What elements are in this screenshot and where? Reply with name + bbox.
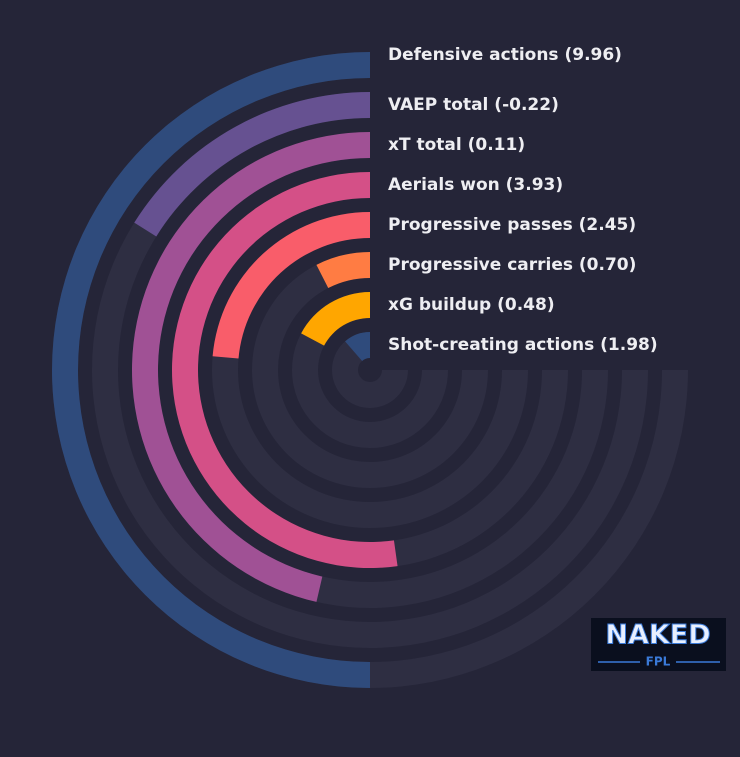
- bar-label: VAEP total (-0.22): [388, 95, 559, 115]
- bar-label: Progressive passes (2.45): [388, 215, 636, 235]
- bar: [301, 292, 370, 346]
- bar: [345, 332, 370, 361]
- bar: [171, 172, 398, 568]
- logo-title: NAKED: [605, 620, 710, 651]
- bar: [131, 132, 370, 602]
- track: [332, 332, 408, 408]
- bar-label: Shot-creating actions (1.98): [388, 335, 658, 355]
- bar-label: xT total (0.11): [388, 135, 525, 155]
- rings: Defensive actions (9.96) VAEP total (-0.2…: [52, 45, 688, 688]
- bar: [212, 212, 370, 359]
- bar-label: Aerials won (3.93): [388, 175, 563, 195]
- logo: NAKED FPL: [591, 618, 726, 671]
- bar-label: Progressive carries (0.70): [388, 255, 636, 275]
- bar-label: Defensive actions (9.96): [388, 45, 622, 65]
- bar-label: xG buildup (0.48): [388, 295, 555, 315]
- logo-subtitle: FPL: [646, 655, 671, 669]
- bar: [134, 92, 370, 237]
- bar: [316, 252, 370, 289]
